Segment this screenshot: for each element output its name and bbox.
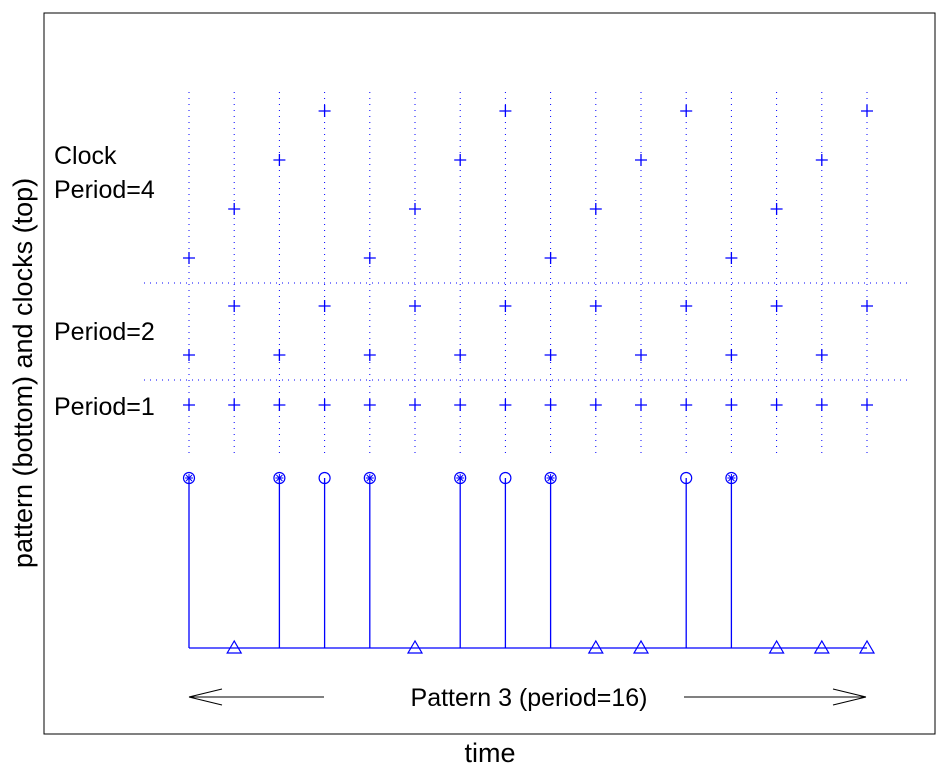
clock-1-marker-6: [454, 399, 467, 411]
clock-4-marker-14: [815, 154, 828, 166]
clock-4-marker-11: [680, 105, 693, 117]
clock-1-marker-1: [228, 399, 241, 411]
clock-4-marker-6: [454, 154, 467, 166]
clock-2-marker-15: [861, 300, 873, 312]
grid: [144, 92, 910, 455]
clock-4-marker-3: [318, 105, 331, 117]
clock-2-marker-8: [544, 349, 557, 361]
clock-1-marker-4: [363, 399, 376, 411]
clock-4-marker-4: [363, 252, 376, 264]
clock-1-marker-14: [815, 399, 828, 411]
clock-4-label-line-0: Clock: [54, 142, 117, 170]
pattern-marker-2: [273, 471, 286, 485]
pattern-marker-8: [544, 471, 557, 485]
clock-4-marker-1: [228, 203, 241, 215]
pattern-arrow-left: [188, 688, 324, 706]
clock-2-marker-12: [725, 349, 738, 361]
clock-4-marker-7: [499, 105, 512, 117]
clock-1-marker-2: [273, 399, 286, 411]
clock-2-marker-1: [228, 300, 241, 312]
clock-1-marker-12: [725, 399, 738, 411]
clock-1-marker-5: [409, 399, 421, 411]
pattern-marker-6: [454, 471, 467, 485]
clock-2-marker-6: [454, 349, 467, 361]
pattern-marker-star-8: [546, 474, 555, 482]
clock-2-marker-9: [589, 300, 602, 312]
clock-4-marker-0: [183, 252, 195, 264]
clock-2-marker-7: [499, 300, 512, 312]
clock-1-marker-3: [318, 399, 331, 411]
clock-2-marker-13: [770, 300, 783, 312]
clock-2-marker-4: [363, 349, 376, 361]
clock-1-marker-8: [544, 399, 557, 411]
clock-1-marker-11: [680, 399, 693, 411]
clock-4-marker-15: [861, 105, 873, 117]
pattern-marker-5: [406, 639, 424, 654]
pattern-marker-9: [587, 639, 604, 654]
pattern-marker-0: [182, 471, 196, 485]
clock-1-marker-10: [635, 399, 647, 411]
clock-2-marker-11: [680, 300, 693, 312]
clock-4-label-line-1: Period=4: [54, 176, 155, 204]
pattern-marker-star-6: [456, 474, 465, 482]
clock-4-marker-12: [725, 252, 738, 264]
pattern-marker-10: [632, 639, 650, 654]
pattern-marker-13: [768, 639, 785, 654]
pattern-marker-11: [680, 471, 693, 485]
clock-4-marker-2: [273, 154, 286, 166]
plot-frame: [43, 12, 936, 735]
pattern-marker-1: [226, 639, 243, 654]
clock-4-marker-13: [770, 203, 783, 215]
pattern-marker-star-0: [185, 474, 193, 482]
clock-4-marker-5: [409, 203, 421, 215]
clock-2-marker-3: [318, 300, 331, 312]
clock-1-marker-0: [183, 399, 195, 411]
clock-2-marker-2: [273, 349, 286, 361]
pattern-marker-3: [318, 471, 331, 485]
clock-4-marker-8: [544, 252, 557, 264]
pattern-marker-4: [363, 471, 376, 485]
clock-1-marker-13: [770, 399, 783, 411]
pattern-marker-star-12: [727, 474, 736, 482]
x-axis-label: time: [464, 738, 515, 767]
pattern-arrow-right: [684, 688, 867, 706]
marks: [182, 105, 876, 706]
pattern-marker-star-2: [275, 474, 284, 482]
labels: Period=1 Period=2 Clock Period=4 Pattern 3 (…: [54, 142, 647, 712]
clock-2-marker-5: [409, 300, 421, 312]
pattern-marker-star-4: [365, 474, 374, 482]
clock-2-label-line-0: Period=2: [54, 318, 155, 346]
pattern-annotation: Pattern 3 (period=16): [411, 684, 648, 712]
clock-4-marker-9: [589, 203, 602, 215]
clock-1-marker-9: [589, 399, 602, 411]
pattern-marker-12: [725, 471, 738, 485]
y-axis-label: pattern (bottom) and clocks (top): [8, 178, 38, 568]
clock-4-marker-10: [635, 154, 647, 166]
clock-2-marker-0: [183, 349, 195, 361]
clock-1-label-line-0: Period=1: [54, 393, 155, 421]
clock-2-marker-14: [815, 349, 828, 361]
clock-1-marker-15: [861, 399, 873, 411]
clock-1-marker-7: [499, 399, 512, 411]
clock-2-marker-10: [635, 349, 647, 361]
pattern-marker-14: [813, 639, 830, 654]
pattern-marker-15: [858, 639, 876, 654]
pattern-marker-7: [499, 471, 512, 485]
